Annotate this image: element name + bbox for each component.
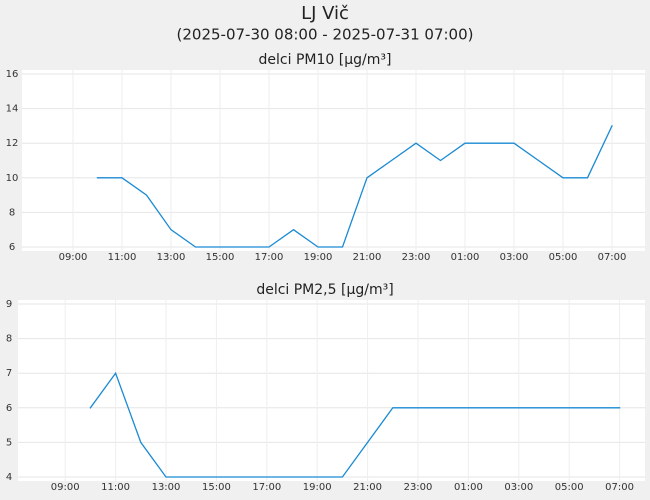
page-subtitle: (2025-07-30 08:00 - 2025-07-31 07:00) (177, 26, 474, 44)
y-tick-label: 7 (6, 368, 12, 379)
x-tick-label: 03:00 (504, 482, 533, 493)
x-tick-label: 01:00 (451, 252, 480, 263)
x-tick-label: 05:00 (555, 482, 584, 493)
x-tick-label: 13:00 (152, 482, 181, 493)
y-tick-label: 8 (9, 207, 15, 218)
x-tick-label: 09:00 (51, 482, 80, 493)
y-tick-label: 9 (6, 299, 12, 310)
chart-title: delci PM2,5 [µg/m³] (256, 282, 393, 298)
plot-area (22, 70, 645, 251)
y-tick-label: 12 (6, 138, 19, 149)
x-tick-label: 09:00 (59, 252, 88, 263)
data-line (89, 371, 621, 478)
x-tick-label: 19:00 (303, 482, 332, 493)
x-tick-label: 11:00 (108, 252, 137, 263)
x-tick-label: 21:00 (353, 482, 382, 493)
x-tick-label: 07:00 (598, 252, 627, 263)
x-tick-label: 11:00 (101, 482, 130, 493)
x-tick-label: 13:00 (157, 252, 186, 263)
x-tick-label: 03:00 (500, 252, 529, 263)
x-tick-label: 01:00 (454, 482, 483, 493)
x-tick-label: 05:00 (549, 252, 578, 263)
x-tick-label: 15:00 (202, 482, 231, 493)
y-tick-label: 6 (6, 403, 12, 414)
x-tick-label: 15:00 (206, 252, 235, 263)
x-tick-label: 07:00 (605, 482, 634, 493)
y-tick-label: 4 (6, 472, 12, 483)
x-tick-label: 23:00 (404, 482, 433, 493)
y-tick-label: 14 (6, 104, 19, 115)
y-tick-label: 10 (6, 173, 19, 184)
y-tick-label: 5 (6, 437, 12, 448)
plot-area (18, 300, 645, 481)
y-tick-label: 16 (6, 69, 19, 80)
chart-title: delci PM10 [µg/m³] (259, 52, 392, 68)
page-title: LJ Vič (301, 3, 349, 24)
y-tick-label: 8 (6, 334, 12, 345)
x-tick-label: 17:00 (252, 482, 281, 493)
x-tick-label: 17:00 (255, 252, 284, 263)
x-tick-label: 19:00 (304, 252, 333, 263)
y-tick-label: 6 (9, 242, 15, 253)
x-tick-label: 23:00 (402, 252, 431, 263)
data-line (96, 125, 613, 248)
x-tick-label: 21:00 (353, 252, 382, 263)
